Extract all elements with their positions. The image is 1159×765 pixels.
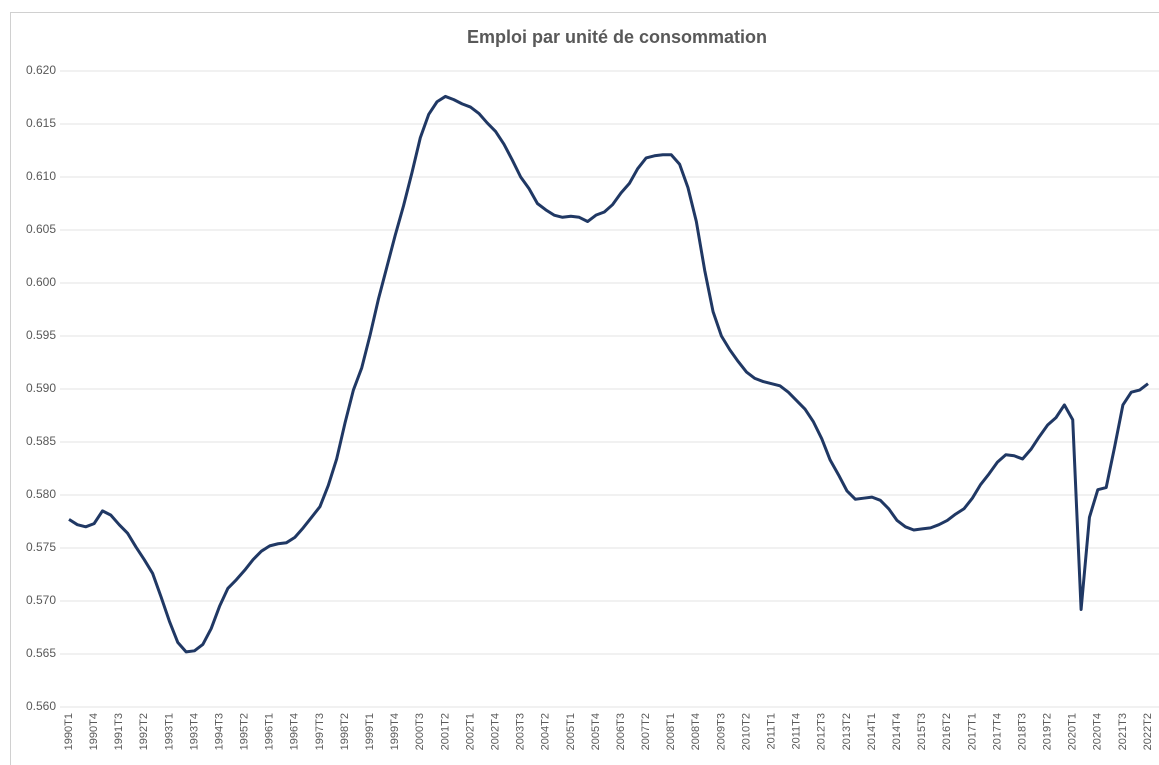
y-tick-label: 0.605 [26,222,56,236]
x-tick-label: 2001T2 [439,713,451,750]
x-tick-label: 1990T4 [88,713,100,750]
y-tick-label: 0.610 [26,169,56,183]
x-tick-label: 2008T1 [665,713,677,750]
x-tick-label: 2012T3 [816,713,828,750]
x-tick-label: 2013T2 [841,713,853,750]
x-tick-label: 2019T2 [1042,713,1054,750]
y-tick-label: 0.575 [26,540,56,554]
x-tick-label: 1993T4 [188,713,200,750]
x-tick-label: 2004T2 [540,713,552,750]
x-tick-label: 2000T3 [414,713,426,750]
x-tick-label: 1998T2 [339,713,351,750]
x-tick-label: 2020T4 [1092,713,1104,750]
x-tick-label: 2011T1 [766,713,778,750]
y-tick-label: 0.595 [26,328,56,342]
x-tick-label: 2017T4 [991,713,1003,750]
x-tick-label: 1995T2 [239,713,251,750]
x-tick-label: 2002T1 [464,713,476,750]
x-tick-label: 1991T3 [113,713,125,750]
y-tick-label: 0.570 [26,593,56,607]
x-tick-label: 1993T1 [163,713,175,750]
y-tick-label: 0.560 [26,699,56,713]
y-tick-label: 0.585 [26,434,56,448]
x-tick-label: 2014T4 [891,713,903,750]
x-tick-label: 1996T1 [264,713,276,750]
x-tick-label: 2014T1 [866,713,878,750]
x-tick-label: 2021T3 [1117,713,1129,750]
x-tick-label: 2010T2 [740,713,752,750]
x-tick-label: 2003T3 [515,713,527,750]
y-tick-label: 0.565 [26,646,56,660]
x-tick-label: 1990T1 [63,713,75,750]
x-tick-label: 2018T3 [1016,713,1028,750]
x-tick-label: 2005T1 [565,713,577,750]
x-tick-label: 2015T3 [916,713,928,750]
y-tick-label: 0.580 [26,487,56,501]
x-tick-label: 2016T2 [941,713,953,750]
y-tick-label: 0.615 [26,116,56,130]
x-tick-label: 2006T3 [615,713,627,750]
y-tick-label: 0.620 [26,63,56,77]
y-tick-label: 0.590 [26,381,56,395]
x-tick-label: 2005T4 [590,713,602,750]
line-series [68,94,1149,654]
x-tick-label: 1992T2 [138,713,150,750]
x-tick-label: 2020T1 [1067,713,1079,750]
x-tick-label: 1997T3 [314,713,326,750]
x-tick-label: 2002T4 [489,713,501,750]
y-tick-label: 0.600 [26,275,56,289]
x-tick-label: 1999T4 [389,713,401,750]
x-tick-label: 2011T4 [791,713,803,750]
x-tick-label: 1996T4 [289,713,301,750]
x-tick-label: 1999T1 [364,713,376,750]
x-tick-label: 2008T4 [690,713,702,750]
x-tick-label: 2007T2 [640,713,652,750]
x-tick-label: 2009T3 [715,713,727,750]
chart-title: Emploi par unité de consommation [467,27,767,47]
x-tick-label: 2017T1 [966,713,978,750]
x-tick-label: 1994T3 [213,713,225,750]
x-tick-label: 2022T2 [1142,713,1154,750]
